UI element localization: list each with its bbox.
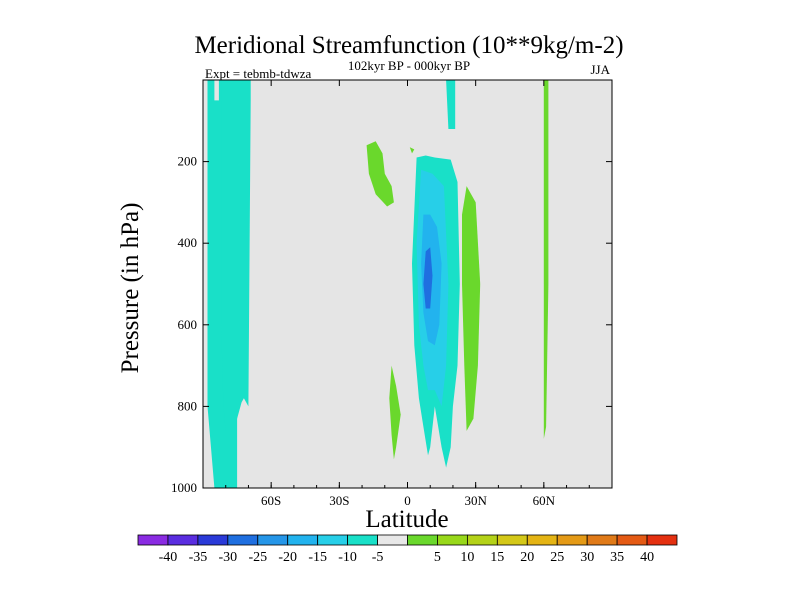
- experiment-label: Expt = tebmb-tdwza: [205, 66, 311, 81]
- colorbar-swatch: [556, 534, 588, 546]
- plot-area: [202, 79, 613, 489]
- y-axis-label: Pressure (in hPa): [117, 203, 144, 374]
- colorbar-label: -20: [278, 550, 297, 565]
- colorbar-swatch: [197, 534, 229, 546]
- contour-region-positive-sh-lower: [389, 365, 401, 460]
- colorbar-label: 10: [460, 550, 474, 565]
- y-axis-ticks: 200 400 600 800 1000: [171, 154, 612, 495]
- season-label: JJA: [590, 62, 610, 77]
- colorbar-swatch: [287, 534, 319, 546]
- colorbar-swatch: [586, 534, 618, 546]
- colorbar-swatch: [167, 534, 199, 546]
- contour-region-positive-nh-tropics: [462, 186, 481, 431]
- colorbar-swatch: [616, 534, 648, 546]
- colorbar-label: -30: [218, 550, 237, 565]
- x-tick-label: 60S: [261, 493, 281, 508]
- colorbar-label: -15: [308, 550, 327, 565]
- x-tick-label: 30S: [329, 493, 349, 508]
- colorbar-swatch: [466, 534, 498, 546]
- colorbar-label: -40: [159, 550, 178, 565]
- colorbar-label: -25: [248, 550, 267, 565]
- colorbar-label: -5: [372, 550, 384, 565]
- contour-region-positive-upper-sh: [366, 141, 394, 207]
- colorbar-label: 15: [490, 550, 504, 565]
- contour-region-tropical-cell-core: [423, 247, 433, 309]
- colorbar-swatch: [496, 534, 528, 546]
- x-tick-label: 0: [404, 493, 411, 508]
- colorbar-swatch: [257, 534, 289, 546]
- colorbar-swatch: [317, 534, 349, 546]
- x-axis-label: Latitude: [365, 506, 448, 533]
- y-tick-label: 400: [178, 235, 198, 250]
- colorbar-label: 40: [640, 550, 654, 565]
- colorbar-swatch: [377, 534, 408, 546]
- colorbar-label: 35: [610, 550, 624, 565]
- colorbar-swatch: [646, 534, 678, 546]
- y-tick-label: 1000: [171, 480, 197, 495]
- y-tick-label: 800: [178, 398, 198, 413]
- colorbar-label: -10: [338, 550, 357, 565]
- chart-subtitle: 102kyr BP - 000kyr BP: [348, 58, 470, 73]
- colorbar-label: 25: [550, 550, 564, 565]
- colorbar-swatch: [227, 534, 259, 546]
- colorbar-swatch: [137, 534, 169, 546]
- x-tick-label: 60N: [533, 493, 556, 508]
- colorbar-label: 20: [520, 550, 534, 565]
- contour-region-band-southern-mid-lat: [221, 80, 251, 435]
- colorbar-label: 5: [434, 550, 441, 565]
- contour-region-positive-dot: [409, 147, 415, 154]
- x-tick-label: 30N: [464, 493, 487, 508]
- colorbar: -40 -35 -30 -25 -20 -15 -10 -5 5 10 15 20 25 30 35 40: [137, 534, 678, 565]
- x-axis-ticks: 60S 30S 0 30N 60N: [202, 80, 613, 508]
- plot-background: [203, 80, 612, 488]
- colorbar-swatch: [437, 534, 468, 546]
- y-tick-label: 200: [178, 154, 198, 169]
- colorbar-label: 30: [580, 550, 594, 565]
- colorbar-swatch: [526, 534, 558, 546]
- contour-region-subtropical-nh-upper-jet: [446, 80, 456, 129]
- chart-title: Meridional Streamfunction (10**9kg/m-2): [194, 32, 623, 59]
- colorbar-swatch: [347, 534, 378, 546]
- colorbar-swatch: [407, 534, 438, 546]
- y-tick-label: 600: [178, 317, 198, 332]
- contour-region-positive-nh-highlat: [543, 80, 549, 439]
- colorbar-label: -35: [189, 550, 208, 565]
